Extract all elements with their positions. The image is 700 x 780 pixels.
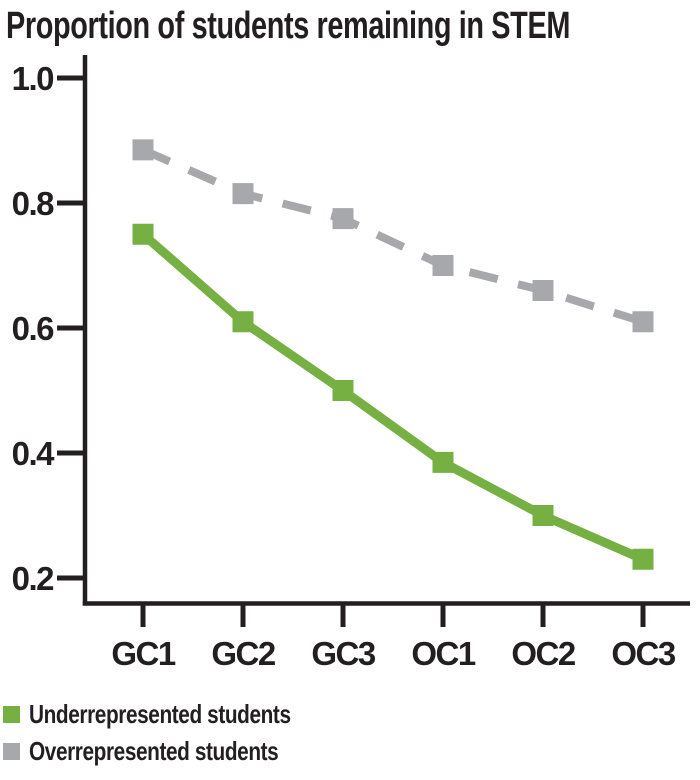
series-marker-0 xyxy=(632,548,654,570)
series-marker-0 xyxy=(132,223,154,245)
legend-label-overrepresented: Overrepresented students xyxy=(29,735,279,766)
series-marker-1 xyxy=(432,255,454,276)
legend: Underrepresented students Overrepresente… xyxy=(3,699,356,766)
series-marker-1 xyxy=(332,208,354,230)
series-marker-0 xyxy=(232,311,254,333)
series-line-0 xyxy=(140,230,645,564)
x-tick-label: GC2 xyxy=(211,635,276,672)
line-chart: 1.0 0.8 0.6 0.4 0.2 GC1 GC2 GC3 OC1 OC2 OC3 xyxy=(12,55,690,672)
x-tick-label: OC3 xyxy=(611,635,676,672)
x-tick-label: OC1 xyxy=(411,635,476,672)
y-tick-label: 1.0 xyxy=(12,60,54,97)
x-tick-label: GC3 xyxy=(311,635,376,672)
series-line-1 xyxy=(141,146,645,326)
y-tick-label: 0.2 xyxy=(12,560,55,597)
x-tick-label: OC2 xyxy=(511,635,576,672)
y-tick-label: 0.6 xyxy=(12,310,55,347)
series-marker-0 xyxy=(332,380,354,401)
y-tick-label: 0.4 xyxy=(12,435,56,472)
legend-item-underrepresented: Underrepresented students xyxy=(3,699,356,729)
series-marker-1 xyxy=(632,311,654,333)
x-tick-label: GC1 xyxy=(111,635,176,672)
series-marker-1 xyxy=(132,139,154,161)
y-tick-label: 0.8 xyxy=(12,185,55,222)
legend-swatch-gray-square xyxy=(3,742,20,760)
series-marker-1 xyxy=(532,280,554,301)
legend-label-underrepresented: Underrepresented students xyxy=(29,698,291,729)
series-marker-0 xyxy=(532,505,554,526)
legend-item-overrepresented: Overrepresented students xyxy=(3,736,356,766)
series-marker-1 xyxy=(232,183,254,205)
series-marker-0 xyxy=(432,451,454,473)
chart-title: Proportion of students remaining in STEM xyxy=(6,5,571,47)
legend-swatch-green-square xyxy=(3,705,20,723)
